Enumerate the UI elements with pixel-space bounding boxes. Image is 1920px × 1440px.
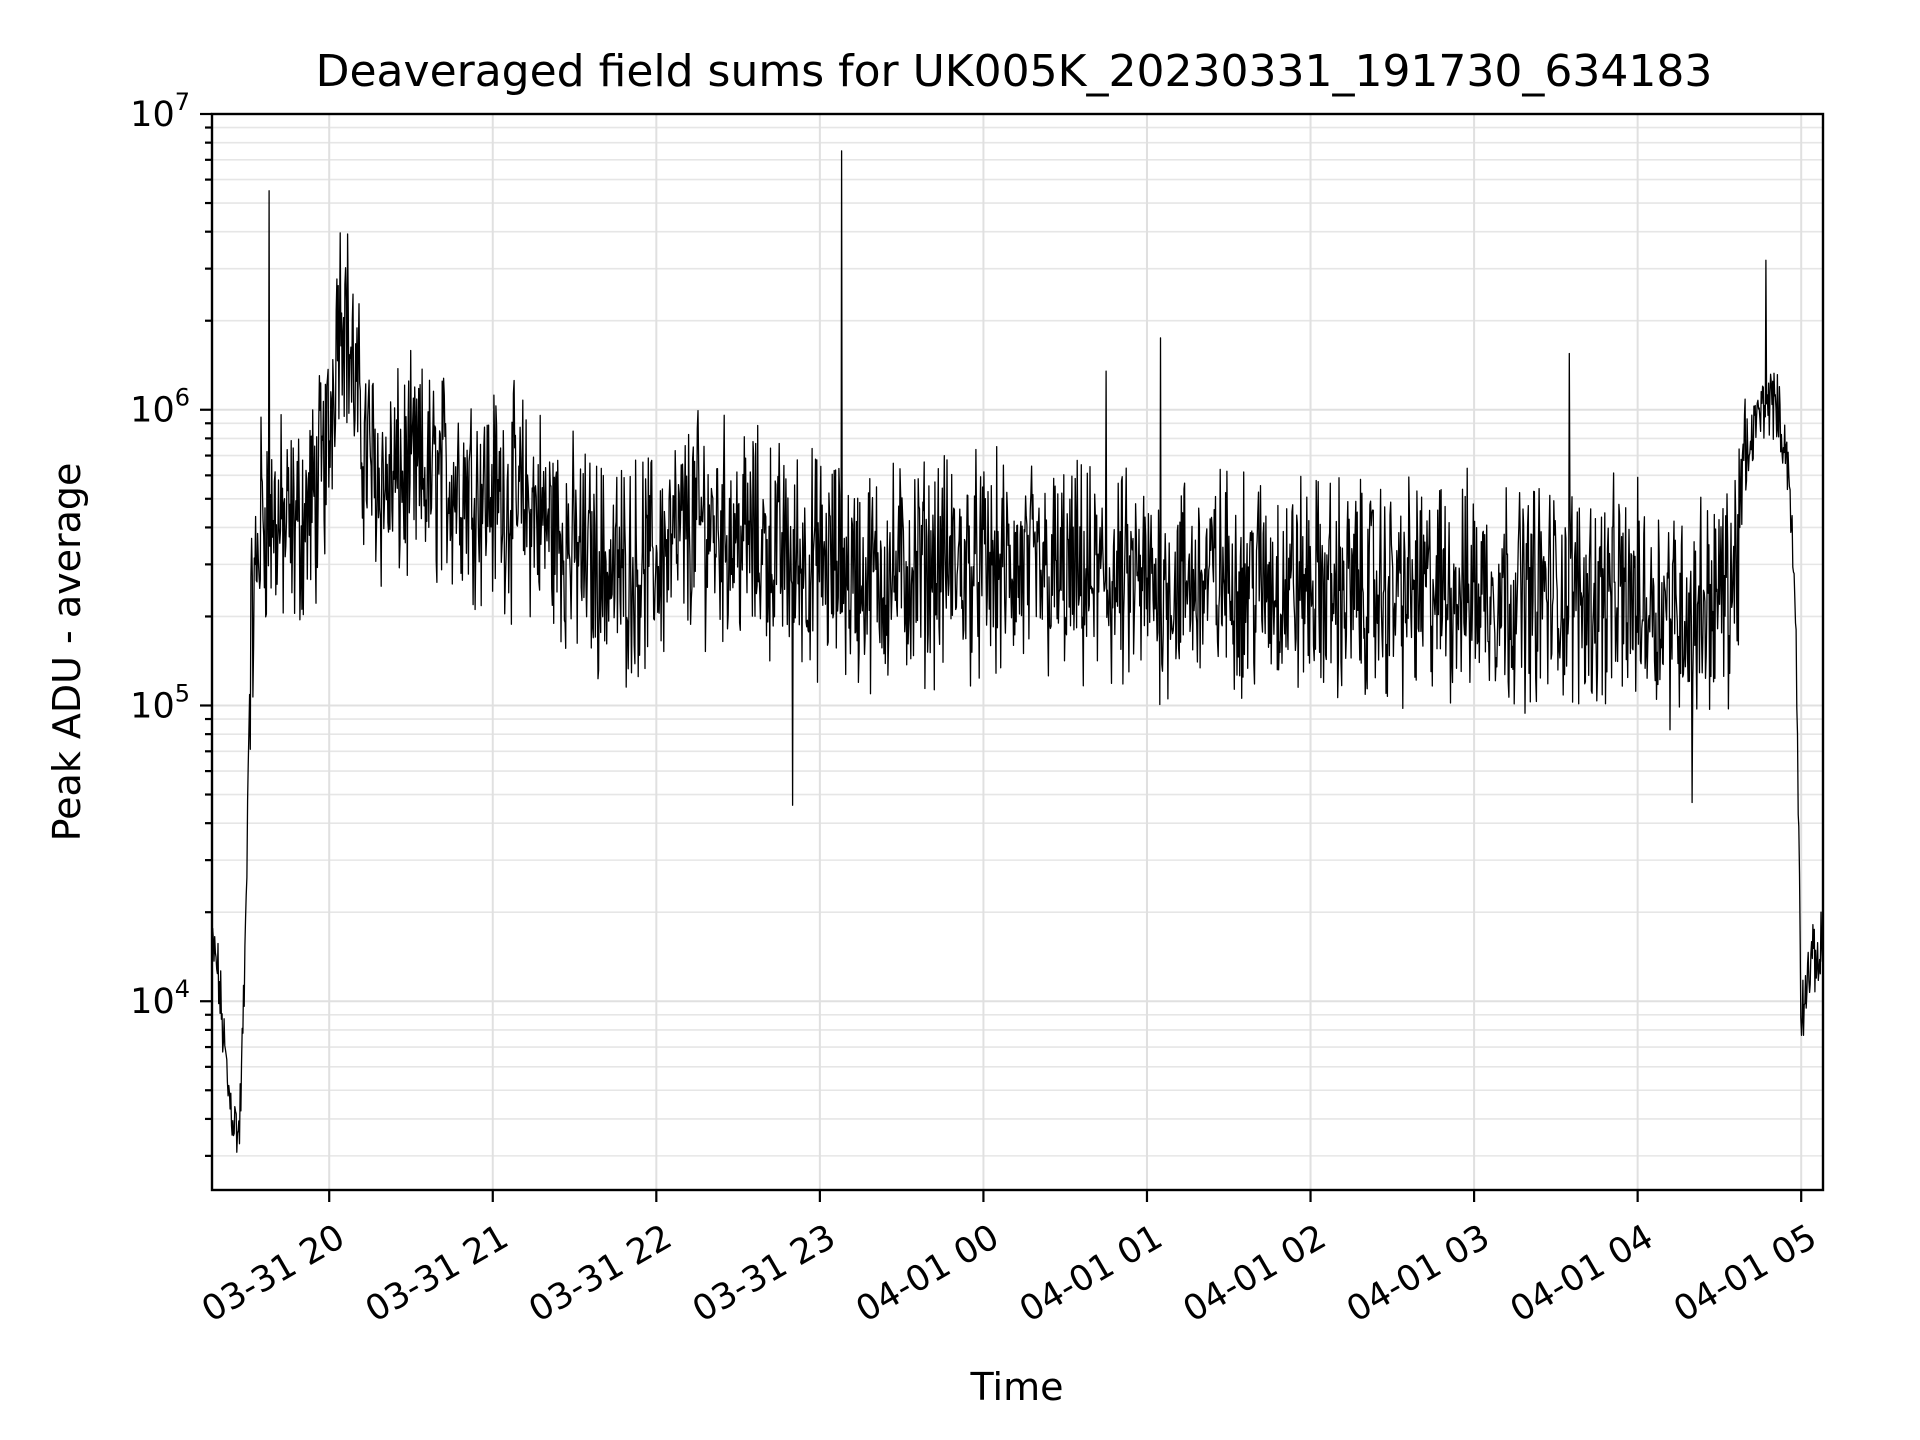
y-tick-label: 105 — [130, 679, 190, 726]
x-tick-label: 03-31 23 — [686, 1217, 842, 1330]
plot-frame — [210, 112, 1825, 1192]
plot-area — [211, 150, 1824, 1153]
series-line — [211, 150, 1824, 1153]
y-tick-label: 107 — [130, 88, 190, 135]
chart-title: Deaveraged field sums for UK005K_2023033… — [316, 46, 1713, 97]
x-axis-label: Time — [970, 1365, 1064, 1409]
x-axis: 03-31 20 03-31 21 03-31 22 03-31 23 04-01 00… — [195, 1190, 1824, 1330]
x-tick-label: 04-01 05 — [1667, 1217, 1823, 1330]
x-tick-label: 04-01 03 — [1340, 1217, 1496, 1330]
y-tick-label: 104 — [130, 975, 190, 1022]
x-tick-label: 03-31 21 — [359, 1217, 515, 1330]
x-tick-label: 04-01 01 — [1013, 1217, 1169, 1330]
x-tick-label: 03-31 22 — [523, 1217, 679, 1330]
x-tick-label: 04-01 00 — [850, 1217, 1006, 1330]
y-axis: 104 105 106 107 — [130, 88, 212, 1157]
grid — [212, 113, 1823, 1190]
y-axis-label: Peak ADU - average — [45, 463, 89, 842]
x-tick-label: 03-31 20 — [195, 1217, 351, 1330]
x-tick-label: 04-01 02 — [1177, 1217, 1333, 1330]
x-tick-label: 04-01 04 — [1504, 1217, 1660, 1330]
y-tick-label: 106 — [130, 384, 190, 431]
